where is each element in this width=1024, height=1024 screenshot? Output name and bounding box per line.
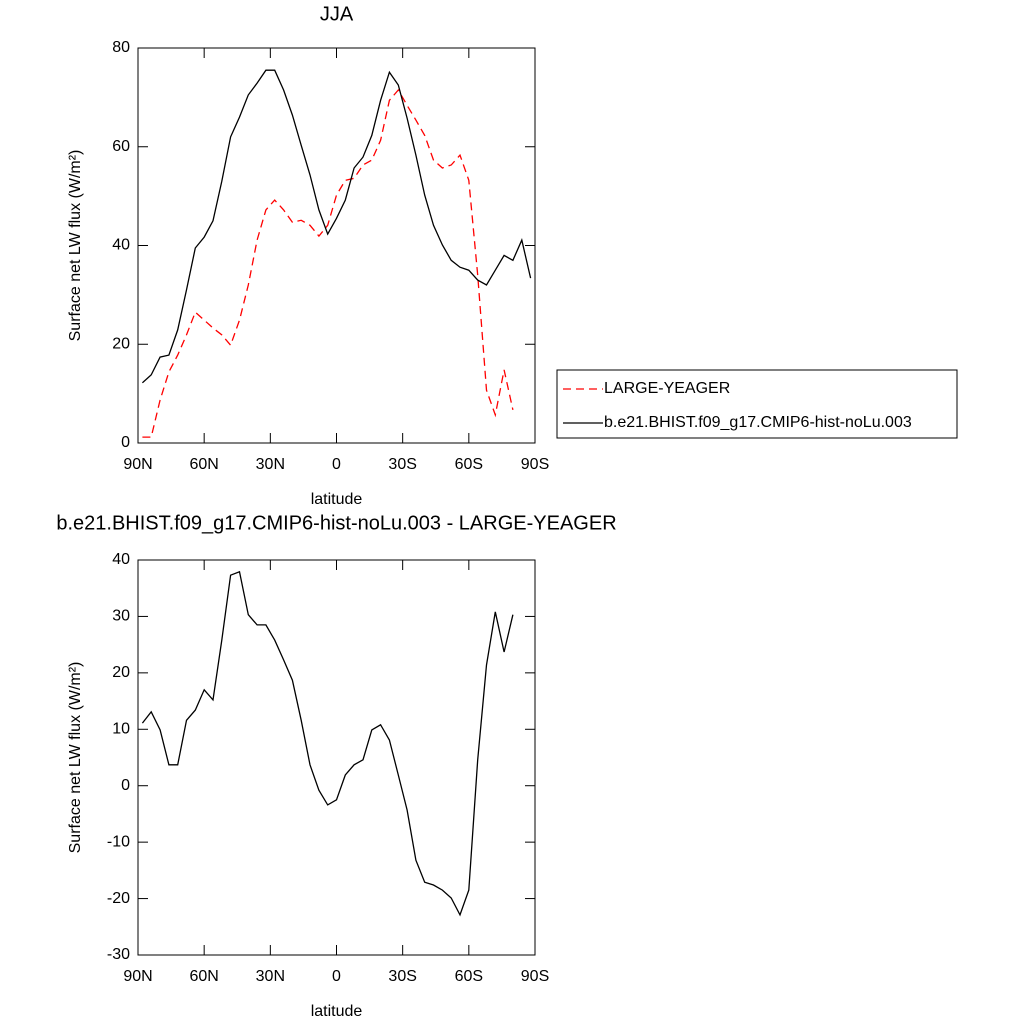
y-tick-label: 0 xyxy=(121,434,130,451)
y-tick-label: 40 xyxy=(112,551,130,568)
data-line xyxy=(141,570,514,917)
x-tick-label: 60S xyxy=(455,456,483,473)
y-tick-label: -10 xyxy=(107,833,130,850)
x-tick-label: 30S xyxy=(388,456,416,473)
legend-box xyxy=(556,369,958,439)
x-tick-label: 90S xyxy=(521,968,549,985)
y-tick-label: -30 xyxy=(107,946,130,963)
x-tick-label: 30S xyxy=(388,968,416,985)
y-tick-label: 40 xyxy=(112,237,130,254)
x-tick-label: 0 xyxy=(332,968,341,985)
data-line xyxy=(141,69,532,384)
chart-title: b.e21.BHIST.f09_g17.CMIP6-hist-noLu.003 … xyxy=(56,512,616,534)
x-tick-label: 90N xyxy=(123,456,152,473)
y-axis-label: Surface net LW flux (W/m²) xyxy=(67,662,84,854)
x-tick-label: 90S xyxy=(521,456,549,473)
y-tick-label: 80 xyxy=(112,39,130,56)
y-tick-label: 10 xyxy=(112,721,130,738)
y-tick-label: 60 xyxy=(112,138,130,155)
y-axis-label: Surface net LW flux (W/m²) xyxy=(67,150,84,342)
y-tick-label: 30 xyxy=(112,608,130,625)
legend-label: b.e21.BHIST.f09_g17.CMIP6-hist-noLu.003 xyxy=(604,414,912,431)
y-tick-label: -20 xyxy=(107,890,130,907)
y-tick-label: 20 xyxy=(112,664,130,681)
x-tick-label: 60N xyxy=(189,968,218,985)
x-axis-label: latitude xyxy=(311,491,363,508)
legend-label: LARGE-YEAGER xyxy=(604,380,730,397)
y-tick-label: 0 xyxy=(121,777,130,794)
y-tick-label: 20 xyxy=(112,335,130,352)
x-tick-label: 60S xyxy=(455,968,483,985)
x-tick-label: 0 xyxy=(332,456,341,473)
data-line xyxy=(142,88,514,438)
x-tick-label: 90N xyxy=(123,968,152,985)
x-tick-label: 60N xyxy=(189,456,218,473)
x-tick-label: 30N xyxy=(256,456,285,473)
x-tick-label: 30N xyxy=(256,968,285,985)
chart-title: JJA xyxy=(320,3,354,25)
x-axis-label: latitude xyxy=(311,1003,363,1020)
plot-frame xyxy=(137,559,536,956)
